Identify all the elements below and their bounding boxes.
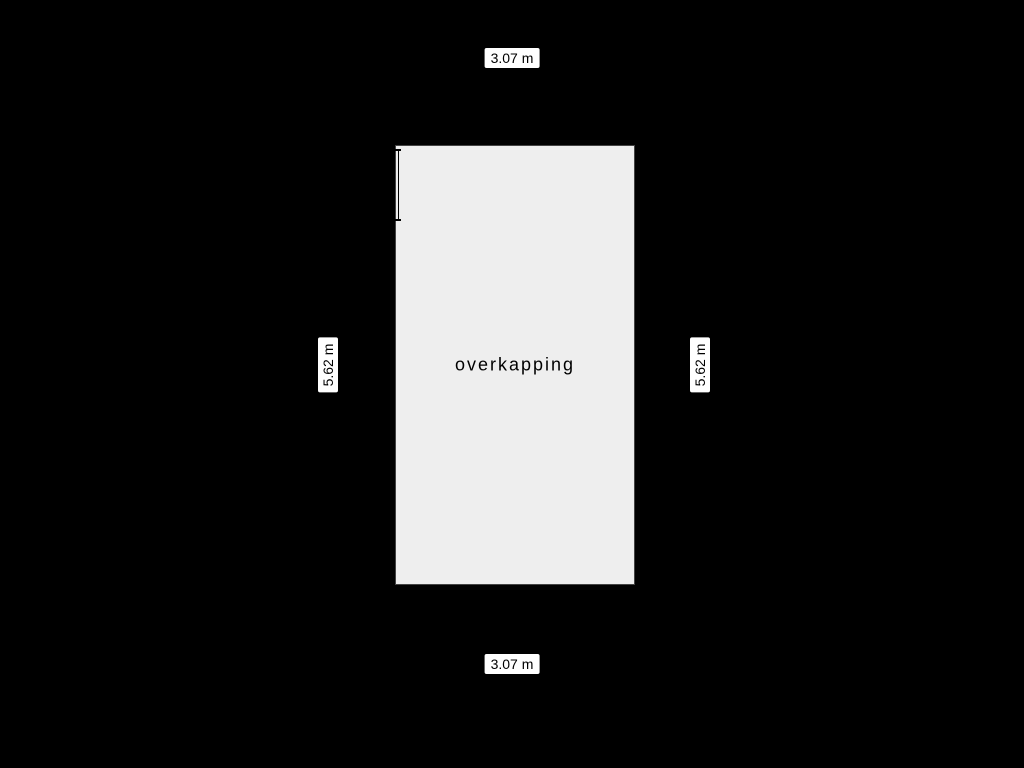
wall-detail <box>391 150 399 220</box>
floorplan-canvas: overkapping 3.07 m 3.07 m 5.62 m 5.62 m <box>0 0 1024 768</box>
room-label: overkapping <box>455 355 575 376</box>
dimension-right: 5.62 m <box>690 338 710 393</box>
dimension-bottom: 3.07 m <box>485 654 540 674</box>
room-overkapping: overkapping <box>395 145 635 585</box>
dimension-top: 3.07 m <box>485 48 540 68</box>
dimension-left: 5.62 m <box>318 338 338 393</box>
